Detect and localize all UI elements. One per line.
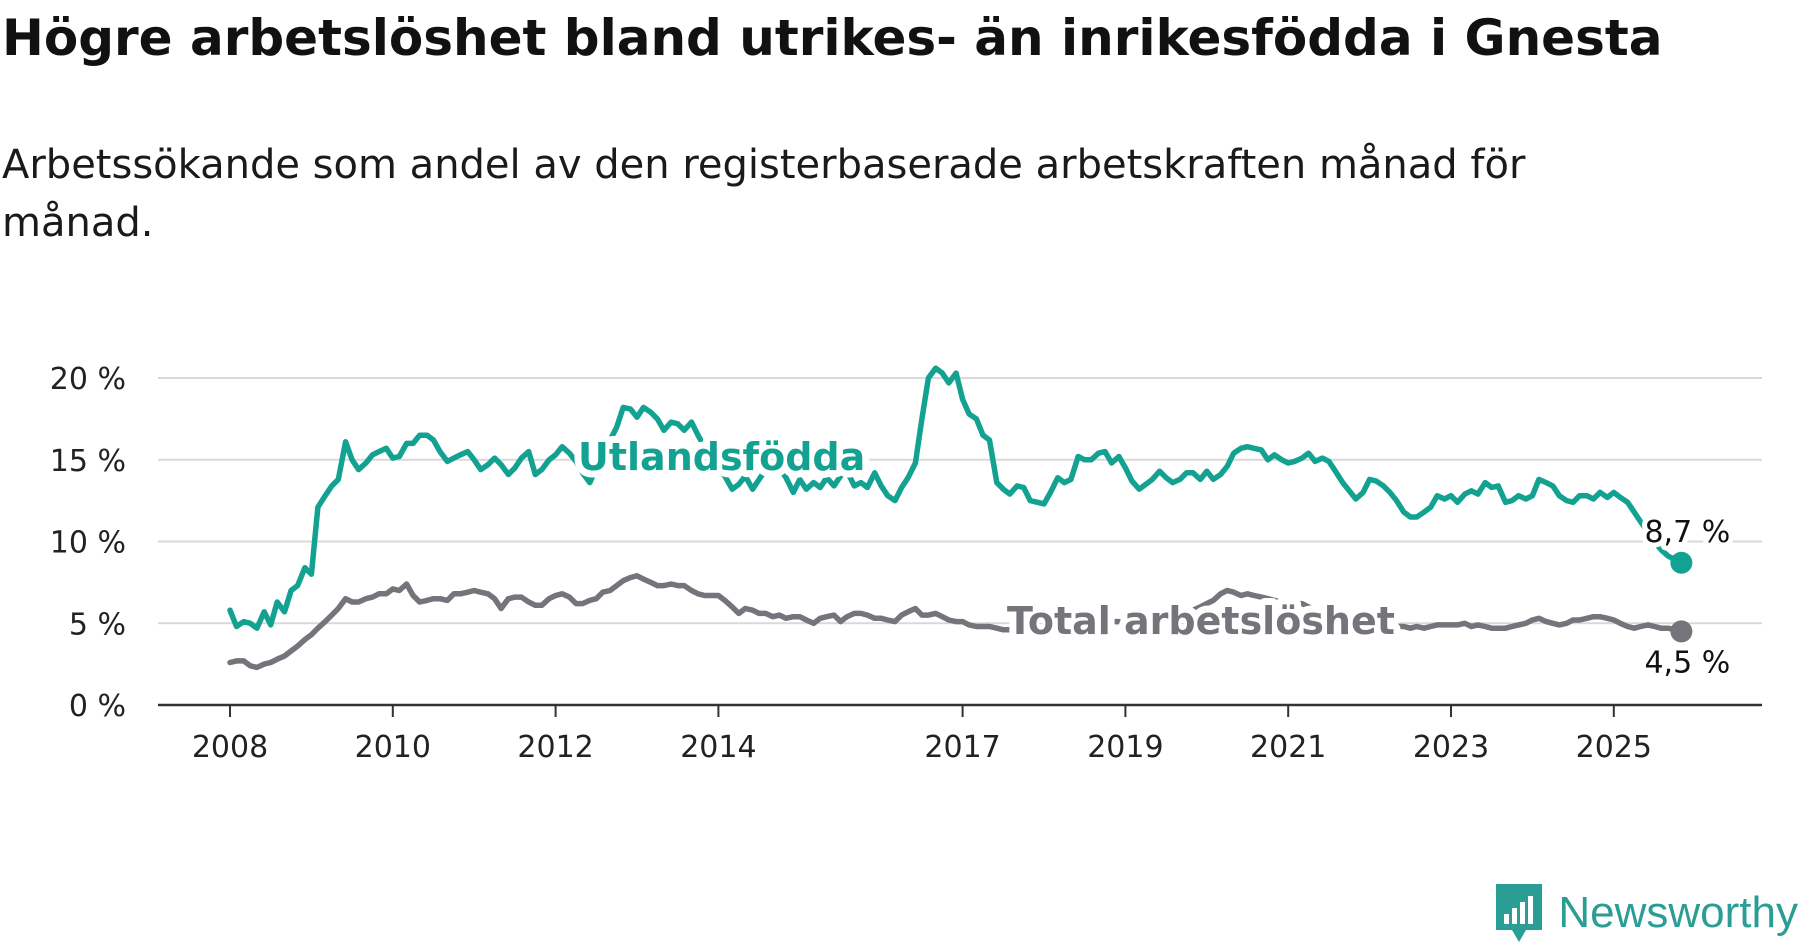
series-label-total: Total arbetslöshet — [1007, 599, 1395, 643]
series-lines — [227, 365, 1685, 671]
y-tick-label: 5 % — [69, 607, 126, 642]
newsworthy-logo-icon — [1496, 884, 1543, 942]
y-tick-label: 10 % — [50, 526, 126, 561]
x-tick-label: 2012 — [517, 730, 593, 765]
end-label-total: 4,5 % — [1644, 645, 1730, 680]
series-line-utlandsfodda — [227, 365, 1685, 631]
series-line-total — [227, 573, 1685, 671]
x-tick-label: 2010 — [355, 730, 431, 765]
x-tick-label: 2025 — [1576, 730, 1652, 765]
y-axis-ticks: 0 % 5 % 10 % 15 % 20 % — [50, 362, 126, 724]
series-label-utlandsfodda: Utlandsfödda — [578, 435, 865, 479]
chart-subtitle: Arbetssökande som andel av den registerb… — [2, 142, 1526, 246]
x-tick-label: 2021 — [1250, 730, 1326, 765]
y-tick-label: 20 % — [50, 362, 126, 397]
chart-title: Högre arbetslöshet bland utrikes- än inr… — [2, 9, 1663, 67]
brand-logo: Newsworthy — [1492, 878, 1798, 948]
series-label-total-halo: Total arbetslöshet — [1007, 599, 1395, 643]
x-tick-label: 2008 — [192, 730, 268, 765]
x-tick-label: 2017 — [924, 730, 1000, 765]
series-label-utlandsfodda-halo: Utlandsfödda — [578, 435, 865, 479]
x-axis-ticks: 2008 2010 2012 2014 2017 2019 2021 2023 2025 — [192, 705, 1652, 765]
end-label-halo: 8,7 % — [1644, 515, 1730, 550]
end-point-utlandsfodda — [1670, 551, 1693, 574]
end-label-halo: 4,5 % — [1644, 645, 1730, 680]
x-tick-label: 2014 — [680, 730, 756, 765]
x-tick-label: 2023 — [1413, 730, 1489, 765]
brand-name: Newsworthy — [1558, 888, 1798, 937]
end-label-utlandsfodda: 8,7 % — [1644, 515, 1730, 550]
end-point-total — [1670, 620, 1693, 643]
series-endpoints: 8,7 %8,7 %4,5 %4,5 % — [1639, 510, 1735, 686]
x-tick-label: 2019 — [1087, 730, 1163, 765]
y-tick-label: 15 % — [50, 444, 126, 479]
y-tick-label: 0 % — [69, 689, 126, 724]
grid-lines — [158, 377, 1762, 625]
